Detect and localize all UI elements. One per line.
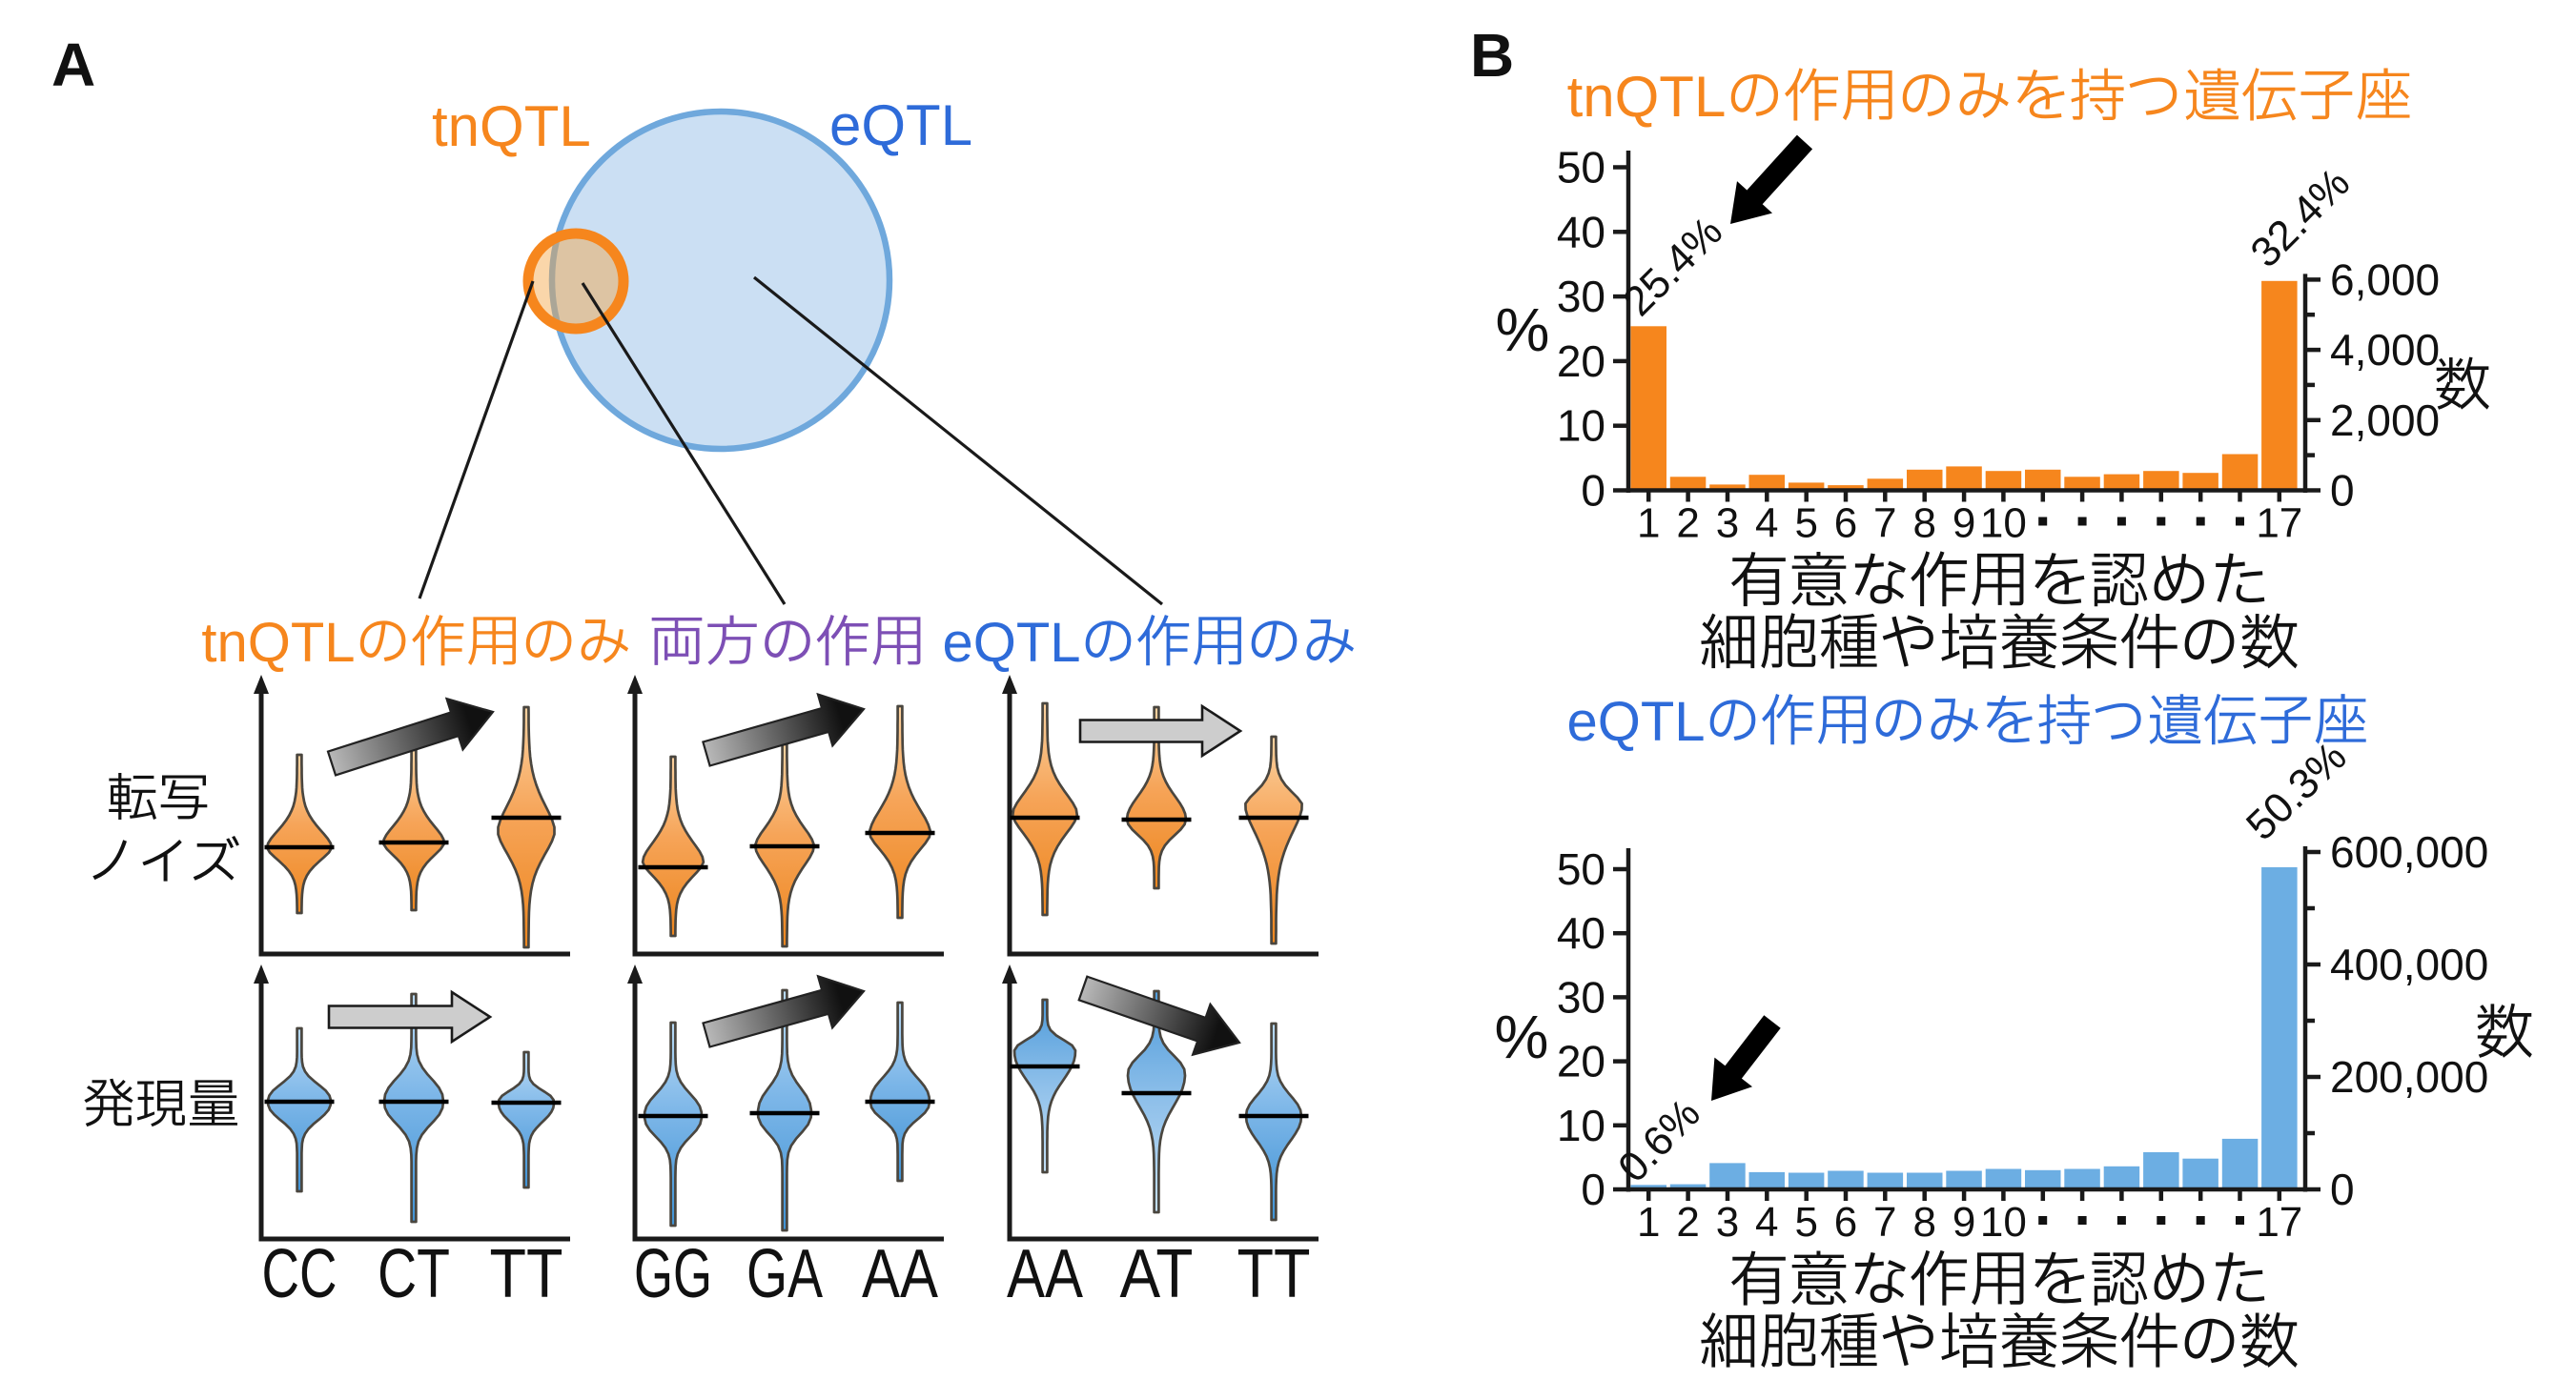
svg-text:17: 17 xyxy=(2256,500,2302,547)
svg-text:600,000: 600,000 xyxy=(2330,827,2488,877)
svg-text:8: 8 xyxy=(1912,1199,1935,1246)
svg-text:7: 7 xyxy=(1873,500,1896,547)
svg-text:tnQTL: tnQTL xyxy=(201,612,355,674)
svg-text:6: 6 xyxy=(1834,1199,1857,1246)
svg-text:30: 30 xyxy=(1557,972,1605,1022)
svg-text:50: 50 xyxy=(1557,844,1605,894)
svg-text:A: A xyxy=(51,30,95,99)
svg-text:eQTL: eQTL xyxy=(1567,691,1706,753)
svg-text:2: 2 xyxy=(1676,1199,1699,1246)
svg-text:%: % xyxy=(1496,295,1550,364)
svg-text:40: 40 xyxy=(1557,207,1605,256)
svg-text:10: 10 xyxy=(1980,1199,2027,1246)
svg-text:20: 20 xyxy=(1557,1037,1605,1086)
svg-text:1: 1 xyxy=(1637,1199,1660,1246)
svg-text:0: 0 xyxy=(2330,466,2355,516)
svg-text:9: 9 xyxy=(1952,1199,1975,1246)
svg-text:5: 5 xyxy=(1794,500,1817,547)
svg-text:4: 4 xyxy=(1755,500,1778,547)
svg-text:GG: GG xyxy=(634,1236,712,1312)
svg-text:eQTL: eQTL xyxy=(829,93,972,157)
svg-text:3: 3 xyxy=(1716,500,1739,547)
svg-text:0: 0 xyxy=(1581,1165,1605,1214)
svg-text:17: 17 xyxy=(2256,1199,2302,1246)
svg-text:7: 7 xyxy=(1873,1199,1896,1246)
svg-text:AA: AA xyxy=(1007,1236,1083,1312)
svg-text:6: 6 xyxy=(1834,500,1857,547)
svg-text:5: 5 xyxy=(1794,1199,1817,1246)
svg-text:10: 10 xyxy=(1557,401,1605,451)
svg-text:6,000: 6,000 xyxy=(2330,254,2440,304)
svg-text:2,000: 2,000 xyxy=(2330,396,2440,445)
svg-text:50: 50 xyxy=(1557,143,1605,193)
svg-text:4,000: 4,000 xyxy=(2330,325,2440,375)
svg-text:0: 0 xyxy=(2330,1165,2355,1214)
svg-text:TT: TT xyxy=(1237,1236,1311,1312)
svg-text:3: 3 xyxy=(1716,1199,1739,1246)
svg-text:200,000: 200,000 xyxy=(2330,1052,2488,1102)
svg-text:10: 10 xyxy=(1557,1101,1605,1150)
svg-text:TT: TT xyxy=(490,1236,563,1312)
svg-text:AT: AT xyxy=(1120,1236,1194,1312)
svg-text:tnQTL: tnQTL xyxy=(1567,65,1727,129)
svg-text:400,000: 400,000 xyxy=(2330,940,2488,989)
svg-text:20: 20 xyxy=(1557,336,1605,386)
svg-text:B: B xyxy=(1470,21,1514,90)
svg-text:2: 2 xyxy=(1676,500,1699,547)
svg-text:8: 8 xyxy=(1912,500,1935,547)
svg-text:GA: GA xyxy=(746,1236,823,1312)
svg-text:CC: CC xyxy=(262,1236,337,1312)
svg-text:CT: CT xyxy=(378,1236,450,1312)
svg-text:10: 10 xyxy=(1980,500,2027,547)
svg-text:0: 0 xyxy=(1581,466,1605,516)
svg-text:9: 9 xyxy=(1952,500,1975,547)
svg-text:4: 4 xyxy=(1755,1199,1778,1246)
svg-text:AA: AA xyxy=(862,1236,938,1312)
svg-text:%: % xyxy=(1495,1003,1549,1071)
svg-text:eQTL: eQTL xyxy=(943,612,1081,674)
svg-text:40: 40 xyxy=(1557,908,1605,958)
svg-text:30: 30 xyxy=(1557,272,1605,321)
svg-text:tnQTL: tnQTL xyxy=(432,94,591,158)
svg-text:1: 1 xyxy=(1637,500,1660,547)
